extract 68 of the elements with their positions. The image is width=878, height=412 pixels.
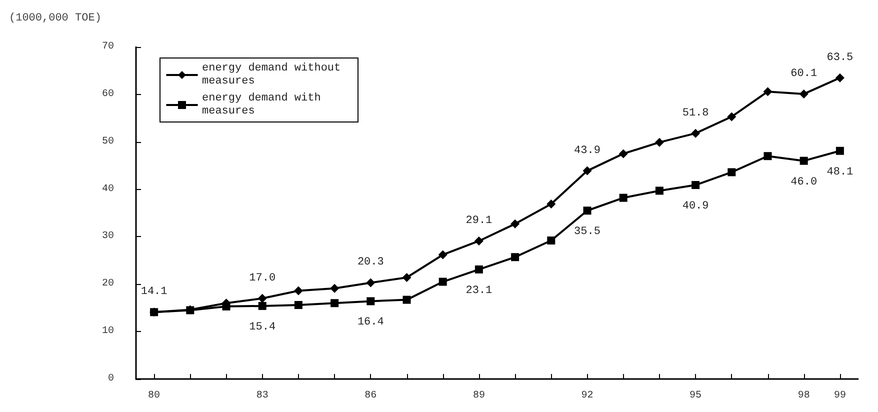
point [511,253,520,262]
point [474,236,484,246]
point [583,206,592,215]
data-label: 43.9 [574,144,600,157]
data-label: 16.4 [357,316,384,329]
y-tick-label: 0 [108,374,114,384]
point [655,186,664,195]
x-tick-label: 86 [364,390,377,402]
point [692,181,700,190]
data-label: 20.3 [357,256,384,269]
data-label: 17.0 [249,272,276,284]
point [258,294,267,303]
y-tick-label: 40 [102,184,114,195]
point [836,146,844,155]
data-label: 46.0 [790,176,818,188]
point [402,296,411,304]
point [691,128,700,138]
point [835,73,844,82]
point [763,87,772,96]
legend-label: energy demand without measures [202,62,348,88]
point [546,199,556,208]
legend-label: energy demand with measures [202,92,328,118]
x-tick-label: 95 [690,390,702,402]
point [438,250,448,260]
point [582,166,592,176]
point [800,156,808,165]
point [366,297,375,306]
data-label: 29.1 [466,214,493,227]
point [728,168,736,176]
data-label: 40.9 [682,200,709,213]
point [727,112,736,122]
data-label: 15.4 [249,321,276,334]
y-tick-label: 60 [102,88,114,100]
data-label: 51.8 [682,107,709,120]
x-tick-label: 99 [834,390,846,402]
point [474,265,483,274]
x-tick-label: 92 [581,390,594,402]
y-tick-label: 30 [102,231,114,242]
point [366,278,376,288]
data-label: 48.1 [826,166,854,178]
y-tick-label: 50 [102,136,114,148]
y-axis-title: (1000,000 TOE) [9,12,102,24]
data-label: 14.1 [140,286,168,298]
point [547,236,556,245]
data-label: 35.5 [574,226,600,238]
x-tick-label: 83 [256,390,268,402]
point [799,89,808,98]
y-tick-label: 70 [102,42,114,52]
point [330,284,340,293]
x-tick-label: 89 [472,390,485,402]
point [619,194,628,202]
x-tick-label: 80 [148,390,160,402]
data-label: 63.5 [826,52,854,64]
data-label: 23.1 [466,284,493,297]
point [330,299,339,308]
point [654,138,664,147]
x-tick-label: 98 [798,390,810,402]
point [294,301,302,310]
point [438,278,447,286]
point [764,152,772,160]
point [294,286,303,296]
point [618,149,628,158]
data-label: 60.1 [790,68,818,80]
y-tick-label: 20 [102,278,114,290]
point [402,273,412,282]
y-tick-label: 10 [102,326,114,338]
point [258,302,266,310]
point [510,219,520,228]
